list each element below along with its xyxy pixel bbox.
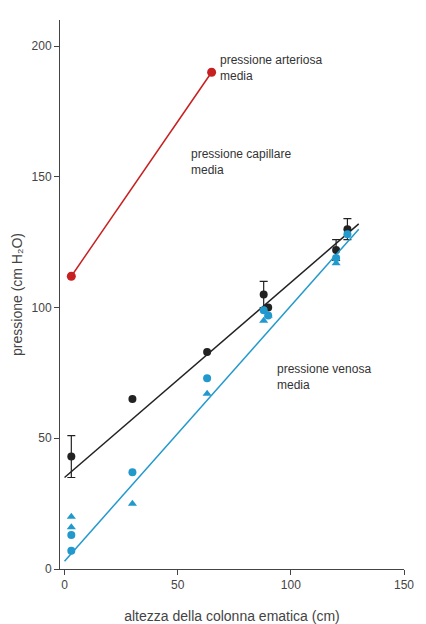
svg-text:pressione (cm H₂O): pressione (cm H₂O) — [9, 233, 25, 356]
svg-text:0: 0 — [45, 562, 52, 576]
svg-text:pressione capillaremedia: pressione capillaremedia — [191, 147, 291, 177]
svg-text:pressione venosamedia: pressione venosamedia — [277, 362, 371, 392]
svg-text:150: 150 — [394, 578, 414, 592]
svg-text:50: 50 — [171, 578, 185, 592]
svg-text:altezza della colonna ematica: altezza della colonna ematica (cm) — [124, 608, 340, 624]
svg-text:200: 200 — [32, 39, 52, 53]
svg-text:100: 100 — [32, 301, 52, 315]
svg-text:100: 100 — [281, 578, 301, 592]
svg-text:50: 50 — [38, 431, 52, 445]
svg-text:0: 0 — [61, 578, 68, 592]
svg-text:150: 150 — [32, 170, 52, 184]
svg-text:pressione arteriosamedia: pressione arteriosamedia — [220, 53, 322, 83]
